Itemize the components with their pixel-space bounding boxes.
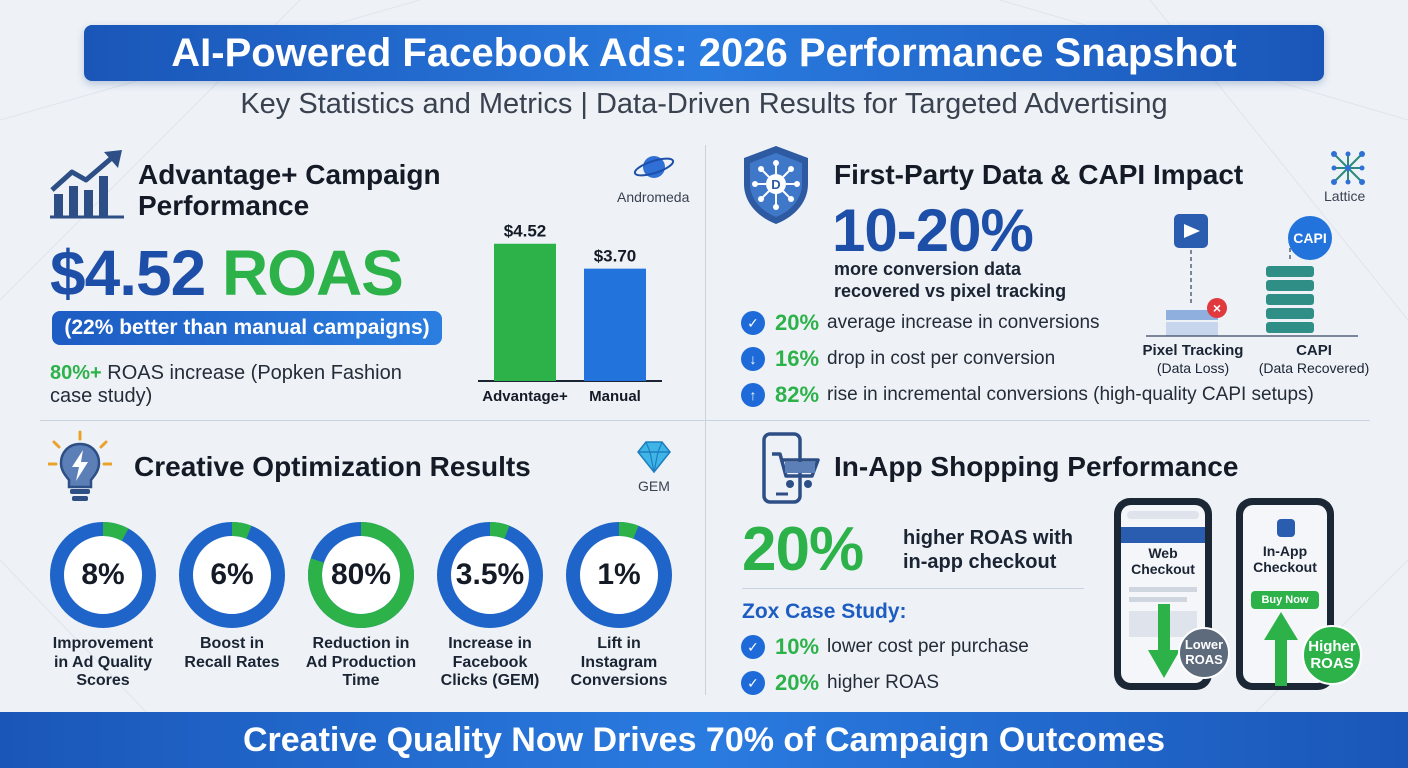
ring-label: Improvement in Ad Quality Scores xyxy=(52,635,154,690)
data-loss-icon xyxy=(1207,298,1227,318)
ring-recall: 6% xyxy=(178,521,286,629)
cart-icon xyxy=(1277,519,1295,537)
higher-roas-badge: Higher ROAS xyxy=(1302,625,1362,685)
inapp-description: higher ROAS with in-app checkout xyxy=(903,527,1073,573)
ring-progress xyxy=(566,522,672,628)
ring-progress xyxy=(308,522,414,628)
check-icon: ✓ xyxy=(741,635,765,659)
bar-value-label: $4.52 xyxy=(504,222,547,241)
capi-label: CAPI (Data Recovered) xyxy=(1258,342,1370,376)
ring-ad-quality: 8% xyxy=(49,521,157,629)
ring-progress xyxy=(437,522,543,628)
capi-description: more conversion data recovered vs pixel … xyxy=(834,259,1067,301)
page-title: AI-Powered Facebook Ads: 2026 Performanc… xyxy=(84,25,1324,81)
ring-value: 6% xyxy=(210,558,254,591)
ring-facebook-clicks: 3.5% xyxy=(436,521,544,629)
ring-progress xyxy=(50,522,156,628)
inapp-title: In-App Shopping Performance xyxy=(834,451,1239,482)
list-item: ✓ 20% higher ROAS xyxy=(741,670,1029,696)
down-arrow-icon xyxy=(1148,604,1180,678)
growth-chart-icon xyxy=(50,150,124,219)
svg-text:×: × xyxy=(1213,300,1221,316)
ring-fill xyxy=(308,522,414,628)
advantage-title: Advantage+ Campaign Performance xyxy=(138,159,441,221)
up-arrow-icon xyxy=(1264,612,1298,686)
bar-value-label: $3.70 xyxy=(594,247,637,266)
ring-label: Boost in Recall Rates xyxy=(184,635,280,671)
arrow-down-icon: ↓ xyxy=(741,347,765,371)
case-study-list: ✓ 10% lower cost per purchase ✓ 20% high… xyxy=(741,634,1029,696)
roas-unit: ROAS xyxy=(221,237,404,309)
footer-banner: Creative Quality Now Drives 70% of Campa… xyxy=(0,712,1408,768)
lower-roas-badge: Lower ROAS xyxy=(1178,627,1230,679)
ring-value: 3.5% xyxy=(455,558,525,591)
popken-note: 80%+ ROAS increase (Popken Fashion case … xyxy=(50,362,402,407)
pixel-vs-capi-diagram: × xyxy=(1146,214,1358,337)
mobile-cart-icon xyxy=(762,432,820,504)
creative-rings: 8% 6% 80% 3.5% 1% Improvement in Ad Quali… xyxy=(49,521,699,701)
capi-stack-icon xyxy=(1266,266,1314,333)
ring-production-time: 80% xyxy=(307,521,415,629)
gem-diamond-icon xyxy=(637,441,671,474)
page-subtitle: Key Statistics and Metrics | Data-Driven… xyxy=(240,88,1168,120)
roas-headline: $4.52 ROAS xyxy=(50,236,404,310)
bar-category-label: Advantage+ xyxy=(482,388,568,405)
bar-category-label: Manual xyxy=(589,388,641,405)
buy-now-button[interactable]: Buy Now xyxy=(1251,591,1319,609)
inapp-checkout-label: In-App Checkout xyxy=(1253,543,1317,576)
ring-value: 1% xyxy=(597,558,641,591)
lattice-label: Lattice xyxy=(1324,188,1366,204)
bar-advantage xyxy=(494,243,556,381)
capi-big-value: 10-20% xyxy=(832,197,1034,264)
roas-comparison-pill: (22% better than manual campaigns) xyxy=(52,311,442,345)
list-item: ↑ 82% rise in incremental conversions (h… xyxy=(741,382,1314,408)
ring-fill xyxy=(179,522,285,628)
inapp-divider xyxy=(742,588,1084,589)
web-checkout-label: Web Checkout xyxy=(1131,545,1195,578)
creative-title: Creative Optimization Results xyxy=(134,451,531,482)
ring-fill xyxy=(566,522,672,628)
case-study-title: Zox Case Study: xyxy=(742,600,907,623)
check-icon: ✓ xyxy=(741,311,765,335)
ring-label: Increase in Facebook Clicks (GEM) xyxy=(440,635,540,690)
list-item: ↓ 16% drop in cost per conversion xyxy=(741,346,1314,372)
inapp-big-value: 20% xyxy=(742,515,864,584)
capi-badge: CAPI xyxy=(1288,216,1332,260)
arrow-up-icon: ↑ xyxy=(741,383,765,407)
andromeda-planet-icon xyxy=(633,156,675,178)
ring-value: 80% xyxy=(330,558,392,591)
horizontal-divider xyxy=(40,420,1370,421)
capi-title: First-Party Data & CAPI Impact xyxy=(834,159,1244,190)
bar-manual xyxy=(584,268,646,381)
ring-label: Reduction in Ad Production Time xyxy=(305,635,417,690)
capi-stats-list: ✓ 20% average increase in conversions ↓ … xyxy=(741,310,1314,408)
ring-progress xyxy=(179,522,285,628)
ring-instagram: 1% xyxy=(565,521,673,629)
roas-bar-chart: $4.52 Advantage+ $3.70 Manual xyxy=(478,222,662,405)
svg-text:D: D xyxy=(771,177,780,192)
list-item: ✓ 20% average increase in conversions xyxy=(741,310,1314,336)
andromeda-label: Andromeda xyxy=(617,189,690,205)
roas-value: $4.52 xyxy=(50,237,206,309)
ring-value: 8% xyxy=(81,558,125,591)
ring-fill xyxy=(50,522,156,628)
check-icon: ✓ xyxy=(741,671,765,695)
lattice-logo-icon xyxy=(1331,151,1365,185)
gem-label: GEM xyxy=(638,478,670,494)
ring-fill xyxy=(437,522,543,628)
list-item: ✓ 10% lower cost per purchase xyxy=(741,634,1029,660)
ring-label: Lift in Instagram Conversions xyxy=(570,635,668,690)
lightbulb-icon xyxy=(48,430,112,501)
pixel-tracking-label: Pixel Tracking (Data Loss) xyxy=(1142,342,1244,376)
data-shield-icon: D xyxy=(744,146,808,224)
